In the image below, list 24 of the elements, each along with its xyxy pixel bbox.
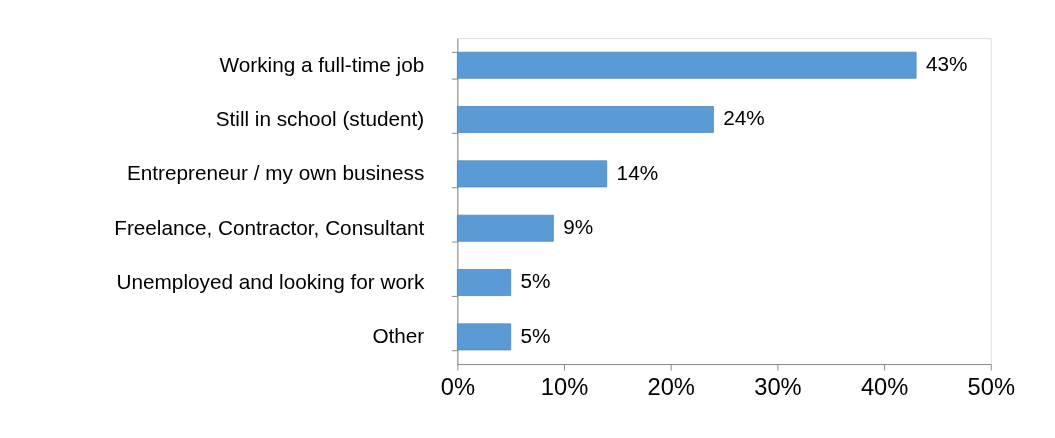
data-label: 9% bbox=[563, 215, 594, 239]
y-tick-label: Still in school (student) bbox=[215, 106, 425, 130]
data-label: 43% bbox=[925, 52, 968, 76]
data-label: 5% bbox=[520, 323, 551, 347]
bar bbox=[456, 214, 554, 242]
x-tick-label: 0% bbox=[440, 374, 475, 401]
bar bbox=[456, 160, 608, 188]
x-tick-label: 20% bbox=[647, 374, 695, 401]
x-tick-label: 50% bbox=[967, 374, 1015, 401]
x-tick-label: 10% bbox=[540, 374, 589, 401]
data-label: 14% bbox=[616, 160, 659, 184]
y-tick-label: Working a full-time job bbox=[219, 52, 425, 76]
y-tick-label: Other bbox=[372, 324, 425, 348]
bar bbox=[456, 51, 917, 79]
bar bbox=[456, 106, 714, 133]
y-tick-label: Unemployed and looking for work bbox=[116, 269, 425, 293]
x-tick-label: 40% bbox=[860, 374, 909, 401]
bar bbox=[456, 269, 512, 296]
data-label: 24% bbox=[723, 106, 765, 130]
bar bbox=[456, 323, 512, 351]
y-tick-label: Freelance, Contractor, Consultant bbox=[114, 215, 425, 239]
data-label: 5% bbox=[520, 269, 551, 293]
y-tick-label: Entrepreneur / my own business bbox=[126, 161, 425, 185]
x-tick-label: 30% bbox=[754, 374, 802, 401]
